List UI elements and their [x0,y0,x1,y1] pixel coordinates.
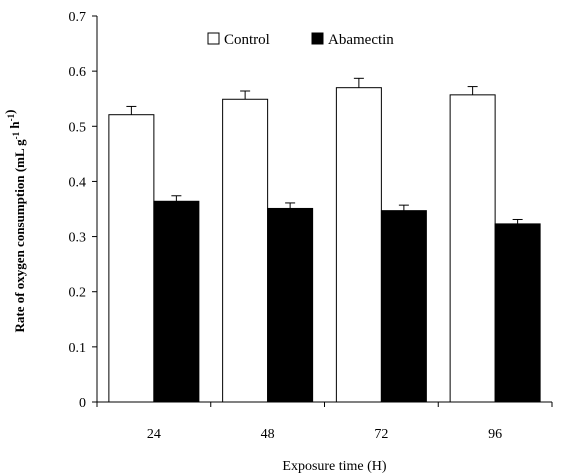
y-axis: 0 0.1 0.2 0.3 0.4 0.5 0.6 0.7 [69,10,98,411]
x-tick-label: 24 [147,427,161,442]
y-tick-label: 0.7 [69,10,87,25]
legend: Control Abamectin [207,32,394,48]
x-tick-label: 72 [374,427,388,442]
legend-swatch-abamectin [311,32,324,45]
y-axis-title: Rate of oxygen consumption (mL g-1 h-1) [2,109,27,332]
bar [108,114,155,403]
x-tick-label: 96 [488,427,502,442]
y-tick-label: 0.6 [69,65,87,80]
x-axis-title: Exposure time (H) [282,459,387,474]
bar [267,207,314,403]
bar [335,87,382,403]
bar-series-abamectin [153,195,541,403]
legend-label-control: Control [224,32,270,48]
x-axis: 24 48 72 96 [96,401,553,442]
y-tick-label: 0.5 [69,120,87,135]
bar-series-control [108,77,496,403]
bar [153,200,200,403]
bar-series-group [108,77,541,403]
y-tick-label: 0.2 [69,286,87,301]
x-tick-label: 48 [261,427,275,442]
y-tick-label: 0 [79,396,86,411]
y-tick-label: 0.3 [69,231,87,246]
legend-label-abamectin: Abamectin [328,32,394,48]
y-tick-label: 0.1 [69,341,87,356]
bar [222,98,269,403]
bar [494,223,541,403]
legend-swatch-control [207,32,220,45]
y-tick-label: 0.4 [69,175,87,190]
bar [380,210,427,403]
bar [449,94,496,403]
